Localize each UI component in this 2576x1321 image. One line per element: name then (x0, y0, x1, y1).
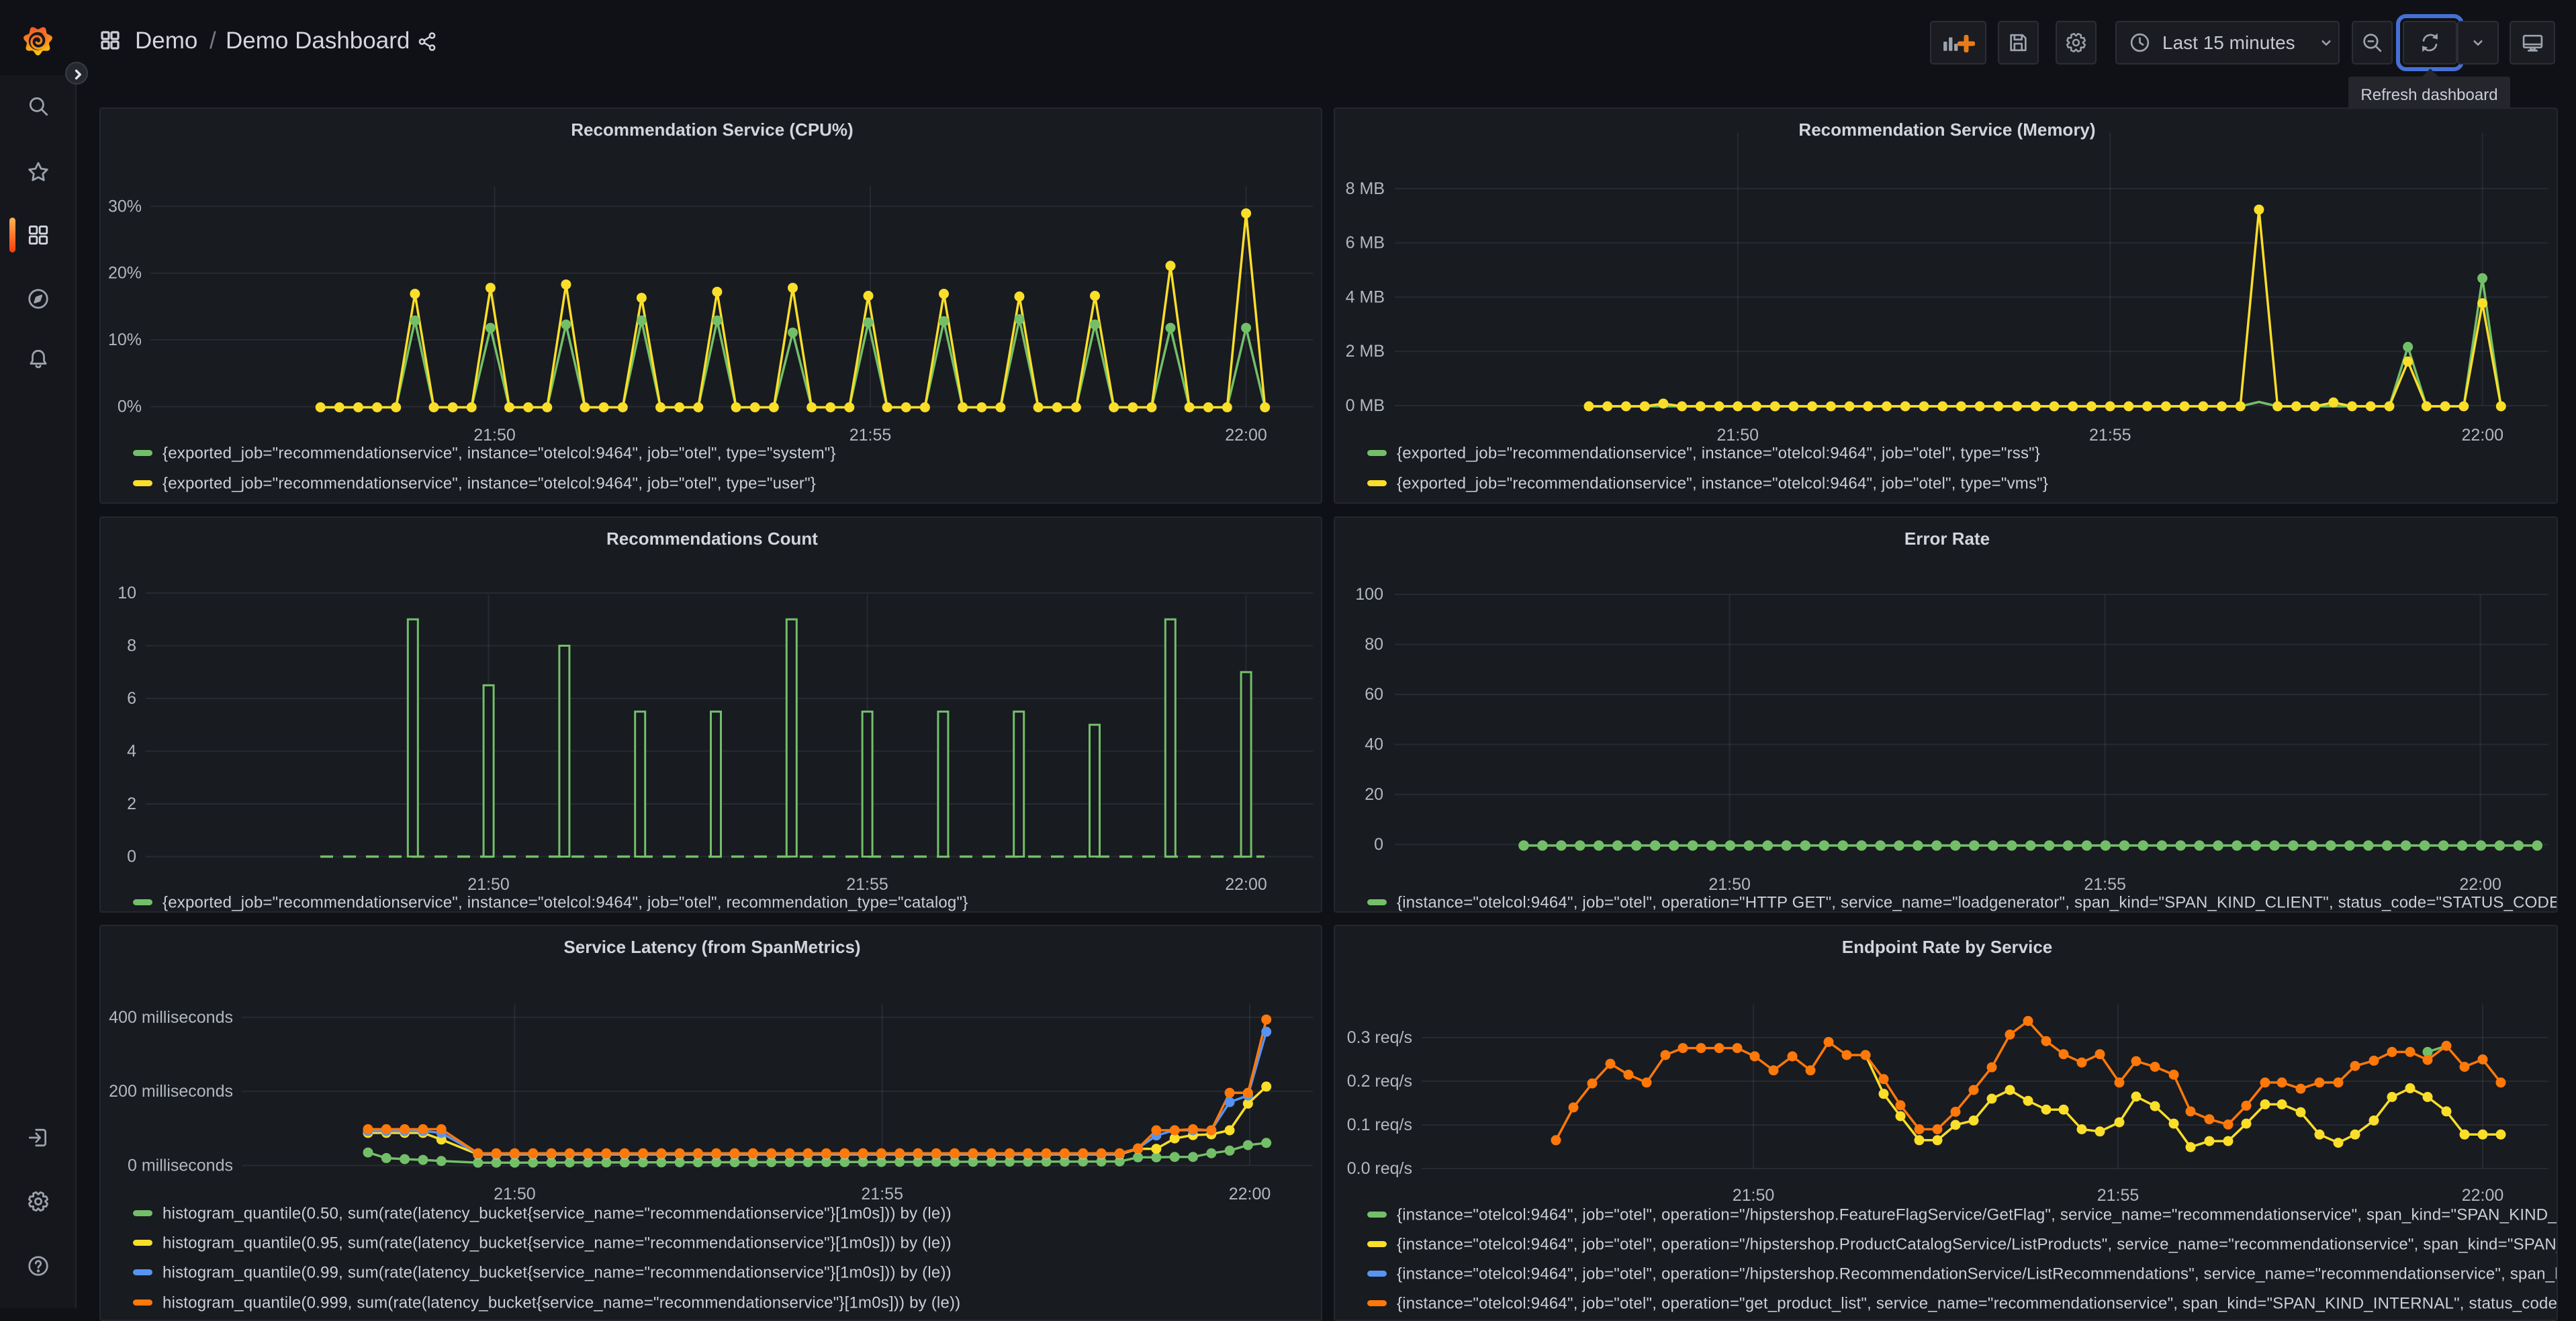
svg-text:21:55: 21:55 (2097, 1186, 2140, 1205)
svg-text:400 milliseconds: 400 milliseconds (109, 1008, 233, 1027)
svg-text:20%: 20% (108, 264, 142, 283)
svg-text:200 milliseconds: 200 milliseconds (109, 1082, 233, 1101)
svg-text:{exported_job="recommendations: {exported_job="recommendationservice", i… (163, 894, 968, 912)
svg-text:20: 20 (1365, 785, 1383, 804)
svg-text:6: 6 (127, 689, 136, 708)
svg-text:histogram_quantile(0.50, sum(r: histogram_quantile(0.50, sum(rate(latenc… (163, 1205, 952, 1223)
svg-text:4 MB: 4 MB (1346, 287, 1385, 306)
svg-text:4: 4 (127, 742, 136, 761)
svg-text:22:00: 22:00 (2459, 875, 2501, 894)
svg-text:10%: 10% (108, 330, 142, 349)
svg-text:Recommendation Service (Memory: Recommendation Service (Memory) (1798, 120, 2095, 140)
svg-text:histogram_quantile(0.99, sum(r: histogram_quantile(0.99, sum(rate(latenc… (163, 1264, 952, 1282)
svg-text:21:50: 21:50 (473, 426, 516, 445)
svg-text:21:50: 21:50 (1733, 1186, 1775, 1205)
svg-text:8 MB: 8 MB (1346, 179, 1385, 198)
svg-text:80: 80 (1365, 635, 1383, 654)
svg-text:21:55: 21:55 (2089, 426, 2131, 445)
svg-text:{exported_job="recommendations: {exported_job="recommendationservice", i… (163, 445, 836, 463)
svg-text:22:00: 22:00 (1225, 426, 1267, 445)
svg-text:histogram_quantile(0.95, sum(r: histogram_quantile(0.95, sum(rate(latenc… (163, 1234, 952, 1252)
svg-text:Recommendations Count: Recommendations Count (606, 529, 818, 549)
svg-text:0 MB: 0 MB (1346, 396, 1385, 415)
svg-text:0.3 req/s: 0.3 req/s (1347, 1028, 1412, 1047)
svg-text:0.1 req/s: 0.1 req/s (1347, 1115, 1412, 1134)
svg-text:2: 2 (127, 794, 136, 813)
svg-text:2 MB: 2 MB (1346, 342, 1385, 361)
svg-text:{instance="otelcol:9464", job=: {instance="otelcol:9464", job="otel", op… (1397, 1236, 2558, 1254)
svg-text:21:55: 21:55 (846, 875, 888, 894)
svg-text:Error Rate: Error Rate (1904, 529, 1990, 549)
svg-text:Endpoint Rate by Service: Endpoint Rate by Service (1842, 937, 2053, 957)
svg-text:40: 40 (1365, 735, 1383, 754)
svg-text:100: 100 (1355, 585, 1383, 604)
svg-text:30%: 30% (108, 197, 142, 216)
svg-text:21:55: 21:55 (2084, 875, 2126, 894)
svg-text:Service Latency (from SpanMetr: Service Latency (from SpanMetrics) (563, 937, 860, 957)
svg-text:22:00: 22:00 (2462, 426, 2504, 445)
svg-text:{instance="otelcol:9464", job=: {instance="otelcol:9464", job="otel", op… (1397, 894, 2558, 912)
svg-text:6 MB: 6 MB (1346, 234, 1385, 253)
svg-text:0: 0 (1374, 835, 1383, 854)
svg-text:21:50: 21:50 (1717, 426, 1759, 445)
svg-text:21:55: 21:55 (861, 1185, 903, 1203)
svg-text:60: 60 (1365, 685, 1383, 704)
svg-text:0 milliseconds: 0 milliseconds (128, 1156, 233, 1175)
svg-text:histogram_quantile(0.999, sum(: histogram_quantile(0.999, sum(rate(laten… (163, 1294, 960, 1312)
svg-text:{instance="otelcol:9464", job=: {instance="otelcol:9464", job="otel", op… (1397, 1295, 2558, 1313)
svg-text:{instance="otelcol:9464", job=: {instance="otelcol:9464", job="otel", op… (1397, 1265, 2558, 1283)
svg-text:10: 10 (118, 584, 136, 602)
svg-text:Recommendation Service (CPU%): Recommendation Service (CPU%) (571, 120, 853, 140)
svg-text:{exported_job="recommendations: {exported_job="recommendationservice", i… (163, 475, 816, 493)
svg-text:21:55: 21:55 (849, 426, 892, 445)
svg-text:0.0 req/s: 0.0 req/s (1347, 1159, 1412, 1178)
svg-text:21:50: 21:50 (494, 1185, 536, 1203)
svg-text:21:50: 21:50 (467, 875, 510, 894)
svg-text:22:00: 22:00 (1229, 1185, 1271, 1203)
svg-text:0%: 0% (118, 398, 142, 416)
svg-text:0: 0 (127, 848, 136, 866)
svg-text:{exported_job="recommendations: {exported_job="recommendationservice", i… (1397, 475, 2048, 493)
svg-text:{instance="otelcol:9464", job=: {instance="otelcol:9464", job="otel", op… (1397, 1206, 2558, 1224)
svg-text:22:00: 22:00 (1225, 875, 1267, 894)
svg-text:22:00: 22:00 (2462, 1186, 2504, 1205)
svg-text:0.2 req/s: 0.2 req/s (1347, 1072, 1412, 1091)
svg-text:{exported_job="recommendations: {exported_job="recommendationservice", i… (1397, 445, 2040, 463)
svg-text:8: 8 (127, 637, 136, 655)
svg-text:21:50: 21:50 (1708, 875, 1751, 894)
